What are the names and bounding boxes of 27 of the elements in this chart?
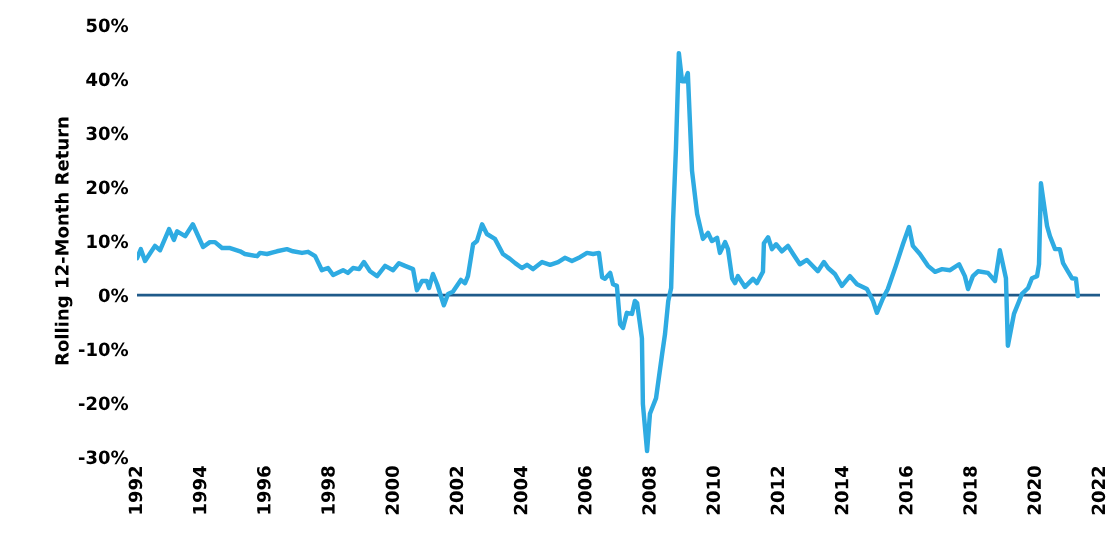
line-series	[136, 50, 1081, 454]
x-tick-label: 2004	[513, 466, 528, 515]
x-tick-label: 1998	[321, 466, 335, 514]
y-tick-label: -30%	[78, 450, 129, 465]
x-tick-label: 2022	[1091, 466, 1106, 515]
y-tick-label: 50%	[86, 18, 129, 33]
x-tick-label: 2008	[642, 466, 656, 515]
y-tick-label: 20%	[86, 180, 129, 195]
y-tick-label: 40%	[86, 72, 129, 87]
x-tick-label: 2010	[706, 466, 721, 515]
x-tick-label: 1996	[256, 466, 271, 514]
y-tick-label: -10%	[78, 342, 129, 357]
x-tick-label: 2012	[770, 466, 785, 515]
y-tick-label: 30%	[86, 126, 129, 141]
y-tick-label: -20%	[78, 396, 129, 411]
x-tick-label: 2002	[449, 466, 464, 515]
x-tick-label: 2020	[1027, 466, 1042, 515]
y-axis-title: Rolling 12-Month Return	[54, 117, 73, 365]
y-tick-label: 10%	[87, 234, 129, 249]
x-tick-label: 2016	[898, 466, 913, 515]
x-tick-label: 2014	[834, 466, 849, 515]
y-tick-label: 0%	[98, 288, 129, 303]
x-tick-label: 2006	[577, 466, 592, 515]
x-tick-label: 1994	[192, 466, 207, 514]
x-tick-label: 2000	[385, 466, 400, 515]
x-tick-label: 2018	[963, 466, 977, 515]
x-tick-label: 1992	[128, 466, 143, 514]
